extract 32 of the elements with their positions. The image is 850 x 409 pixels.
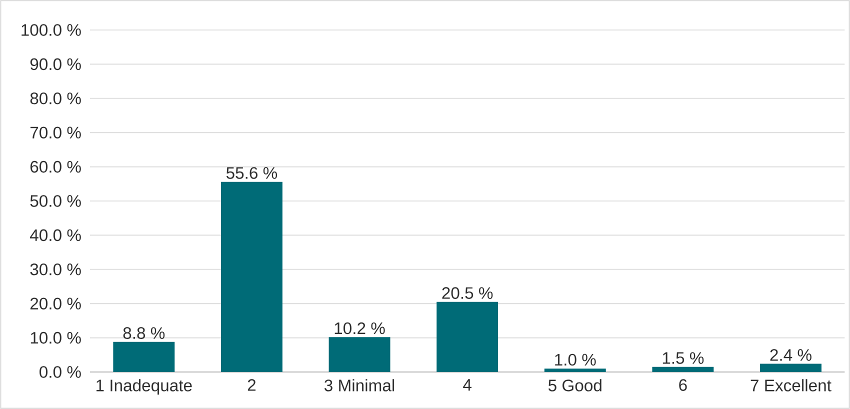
data-label: 2.4 % (770, 349, 812, 361)
data-label: 1.5 % (662, 352, 704, 364)
y-tick-label: 40.0 % (30, 229, 81, 242)
y-tick-label: 10.0 % (30, 332, 81, 344)
y-tick-label: 100.0 % (22, 24, 81, 36)
y-tick-label: 90.0 % (30, 58, 81, 70)
y-tick-label: 0.0 % (40, 366, 81, 378)
data-label: 10.2 % (334, 322, 385, 334)
x-tick-label: 2 (248, 379, 256, 391)
x-tick-label: 3 Minimal (324, 379, 394, 392)
y-tick-label: 70.0 % (30, 126, 81, 138)
x-tick-label: 4 (463, 379, 472, 391)
data-label: 1.0 % (555, 354, 596, 366)
y-tick-label: 80.0 % (30, 92, 81, 104)
bar (544, 368, 606, 372)
y-tick-label: 50.0 % (30, 195, 81, 207)
bar (113, 342, 175, 372)
data-label: 55.6 % (226, 167, 278, 179)
data-label: 20.5 % (442, 287, 493, 299)
data-label: 8.8 % (123, 327, 165, 339)
x-tick-label: 7 Excellent (750, 379, 832, 392)
y-tick-label: 60.0 % (30, 160, 81, 173)
bar (652, 366, 714, 372)
x-tick-label: 1 Inadequate (96, 379, 192, 395)
bar (220, 182, 282, 372)
y-tick-label: 20.0 % (30, 298, 81, 310)
bar (328, 337, 390, 372)
bar (436, 302, 498, 372)
bar (760, 364, 822, 372)
x-tick-label: 6 (679, 379, 687, 391)
y-tick-label: 30.0 % (30, 263, 81, 276)
x-tick-label: 5 Good (548, 379, 602, 392)
